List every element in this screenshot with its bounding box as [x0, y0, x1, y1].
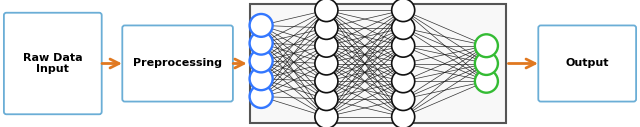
Ellipse shape	[250, 85, 273, 108]
Ellipse shape	[315, 105, 338, 127]
Ellipse shape	[475, 70, 498, 93]
Ellipse shape	[475, 34, 498, 57]
Text: Output: Output	[566, 59, 609, 68]
Ellipse shape	[315, 88, 338, 110]
Ellipse shape	[250, 50, 273, 72]
Ellipse shape	[250, 67, 273, 90]
Ellipse shape	[315, 34, 338, 57]
Ellipse shape	[392, 0, 415, 22]
Text: Raw Data
Input: Raw Data Input	[23, 53, 83, 74]
Ellipse shape	[315, 0, 338, 22]
Ellipse shape	[392, 105, 415, 127]
FancyBboxPatch shape	[122, 25, 233, 102]
Ellipse shape	[250, 14, 273, 37]
FancyBboxPatch shape	[250, 4, 506, 123]
Ellipse shape	[392, 34, 415, 57]
FancyBboxPatch shape	[538, 25, 636, 102]
FancyBboxPatch shape	[4, 13, 102, 114]
Ellipse shape	[392, 70, 415, 93]
Ellipse shape	[315, 70, 338, 93]
Text: Preprocessing: Preprocessing	[133, 59, 222, 68]
Ellipse shape	[392, 52, 415, 75]
Ellipse shape	[315, 52, 338, 75]
Ellipse shape	[315, 17, 338, 39]
Ellipse shape	[475, 52, 498, 75]
Ellipse shape	[392, 88, 415, 110]
Ellipse shape	[392, 17, 415, 39]
Ellipse shape	[250, 32, 273, 55]
